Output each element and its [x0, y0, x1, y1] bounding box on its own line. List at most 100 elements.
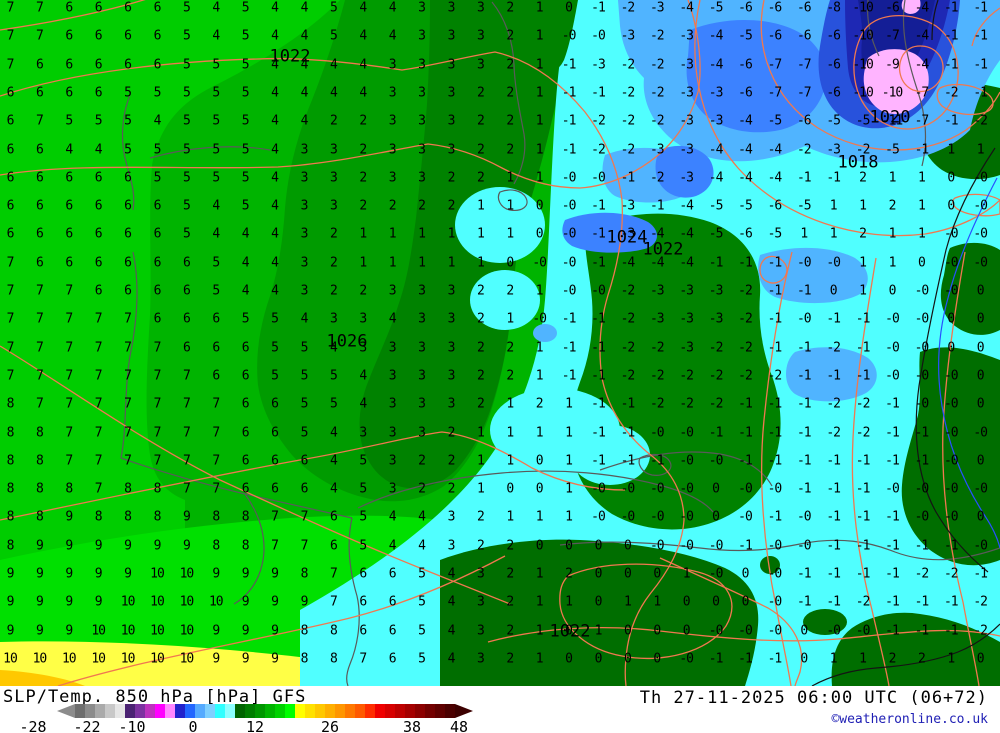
temp-value: 6: [212, 340, 220, 356]
temp-value: -1: [561, 85, 577, 101]
temp-value: -3: [679, 311, 694, 327]
scale-color-segment: [145, 704, 155, 718]
temp-value: 5: [359, 481, 367, 497]
temp-value: 7: [6, 368, 15, 384]
temp-value: 1: [947, 651, 955, 667]
temp-value: 1: [917, 198, 926, 214]
temp-value: 2: [359, 198, 367, 214]
temp-value: 3: [418, 425, 426, 440]
temp-value: 1: [388, 226, 397, 242]
temp-value: 7: [212, 396, 220, 412]
isobar-line-1022-south: [487, 627, 1000, 643]
scale-tick-label: 0: [188, 718, 198, 733]
temp-value: 1: [682, 566, 691, 582]
coastline: [491, 1, 526, 185]
temp-value: -1: [708, 425, 724, 440]
temp-value: 5: [271, 368, 279, 384]
temp-value: -3: [620, 226, 636, 242]
temp-value: 9: [65, 566, 73, 582]
temp-value: 7: [35, 283, 44, 299]
temp-value: 7: [124, 453, 132, 469]
temp-value: 5: [300, 396, 309, 412]
temp-value: -5: [708, 198, 724, 214]
temp-value: 6: [182, 340, 191, 356]
legend-title: SLP/Temp. 850 hPa [hPa] GFS: [3, 687, 307, 707]
temp-value: -3: [591, 57, 606, 73]
temp-value: 5: [241, 28, 250, 44]
temp-value: -1: [826, 453, 841, 469]
temp-value: 3: [388, 481, 397, 497]
temp-value: 6: [94, 85, 103, 101]
temp-value: 7: [300, 509, 309, 525]
temp-value: 5: [359, 509, 367, 525]
temp-value: 1: [535, 170, 544, 186]
temp-value: -7: [796, 57, 812, 73]
temp-value: -10: [881, 85, 904, 101]
temp-value: 1: [506, 425, 514, 440]
temp-value: 7: [124, 396, 132, 412]
temp-value: 4: [359, 396, 367, 412]
temp-value: -1: [796, 396, 812, 412]
temp-value: -3: [679, 113, 694, 129]
temp-value: -3: [708, 311, 724, 327]
scale-color-segment: [255, 704, 265, 718]
temp-value: -0: [767, 623, 783, 639]
temp-value: -1: [914, 594, 930, 610]
temp-value: 8: [35, 425, 44, 440]
temp-value: 4: [271, 283, 279, 299]
temp-value: 6: [35, 142, 44, 157]
temp-value: 2: [535, 396, 544, 412]
pressure-label: 1022: [549, 621, 591, 642]
temp-value: 4: [271, 57, 279, 73]
temp-value: 0: [741, 566, 750, 582]
temp-value: 3: [388, 283, 397, 299]
temp-value: -0: [649, 425, 665, 440]
temp-value: 7: [6, 28, 15, 44]
temp-value: -2: [620, 113, 636, 129]
temp-value: 6: [94, 0, 103, 16]
temp-value: 6: [124, 283, 132, 299]
temp-value: 3: [388, 142, 397, 157]
temp-value: 6: [241, 453, 250, 469]
temp-value: -1: [561, 113, 577, 129]
temp-region-medium-blue-core: [686, 19, 827, 133]
temp-value: -8: [826, 0, 841, 16]
temp-value: 2: [476, 170, 485, 186]
temp-value: 5: [212, 113, 220, 129]
temp-value: 3: [300, 226, 309, 242]
temp-region-green-finger: [544, 0, 578, 71]
temp-value: 1: [535, 509, 544, 525]
temp-value: 8: [124, 509, 132, 525]
temp-value: 3: [418, 340, 426, 356]
temp-region-light-blue-dot: [533, 324, 557, 342]
temp-value: -3: [649, 283, 665, 299]
temp-value: 2: [859, 170, 867, 186]
temp-value: -1: [591, 396, 606, 412]
temp-value: -7: [885, 28, 900, 44]
temp-value: -1: [738, 396, 753, 412]
temp-value: 3: [418, 170, 426, 186]
temp-value: 0: [976, 368, 985, 384]
temp-value: 7: [329, 594, 338, 610]
temp-value: -0: [943, 226, 959, 242]
temp-value: -0: [855, 623, 871, 639]
temp-value: 1: [829, 651, 838, 667]
temp-value: -2: [649, 85, 665, 101]
copyright-link[interactable]: ©weatheronline.co.uk: [831, 712, 988, 727]
temp-value: -1: [943, 113, 959, 129]
temp-value: 4: [271, 198, 279, 214]
temp-value: 4: [300, 85, 309, 101]
temp-value: 0: [535, 481, 544, 497]
temp-value: 3: [329, 311, 338, 327]
temp-value: 7: [212, 481, 220, 497]
scale-arrow-right: [455, 704, 473, 718]
temp-value: 3: [359, 311, 367, 327]
scale-color-segment: [105, 704, 115, 718]
temp-value: 3: [476, 594, 485, 610]
temp-value: 6: [271, 481, 279, 497]
temp-value: -0: [796, 509, 812, 525]
temp-value: 7: [35, 28, 44, 44]
temp-value: 9: [241, 566, 250, 582]
temp-value: -0: [943, 396, 959, 412]
temp-value: -0: [767, 481, 783, 497]
